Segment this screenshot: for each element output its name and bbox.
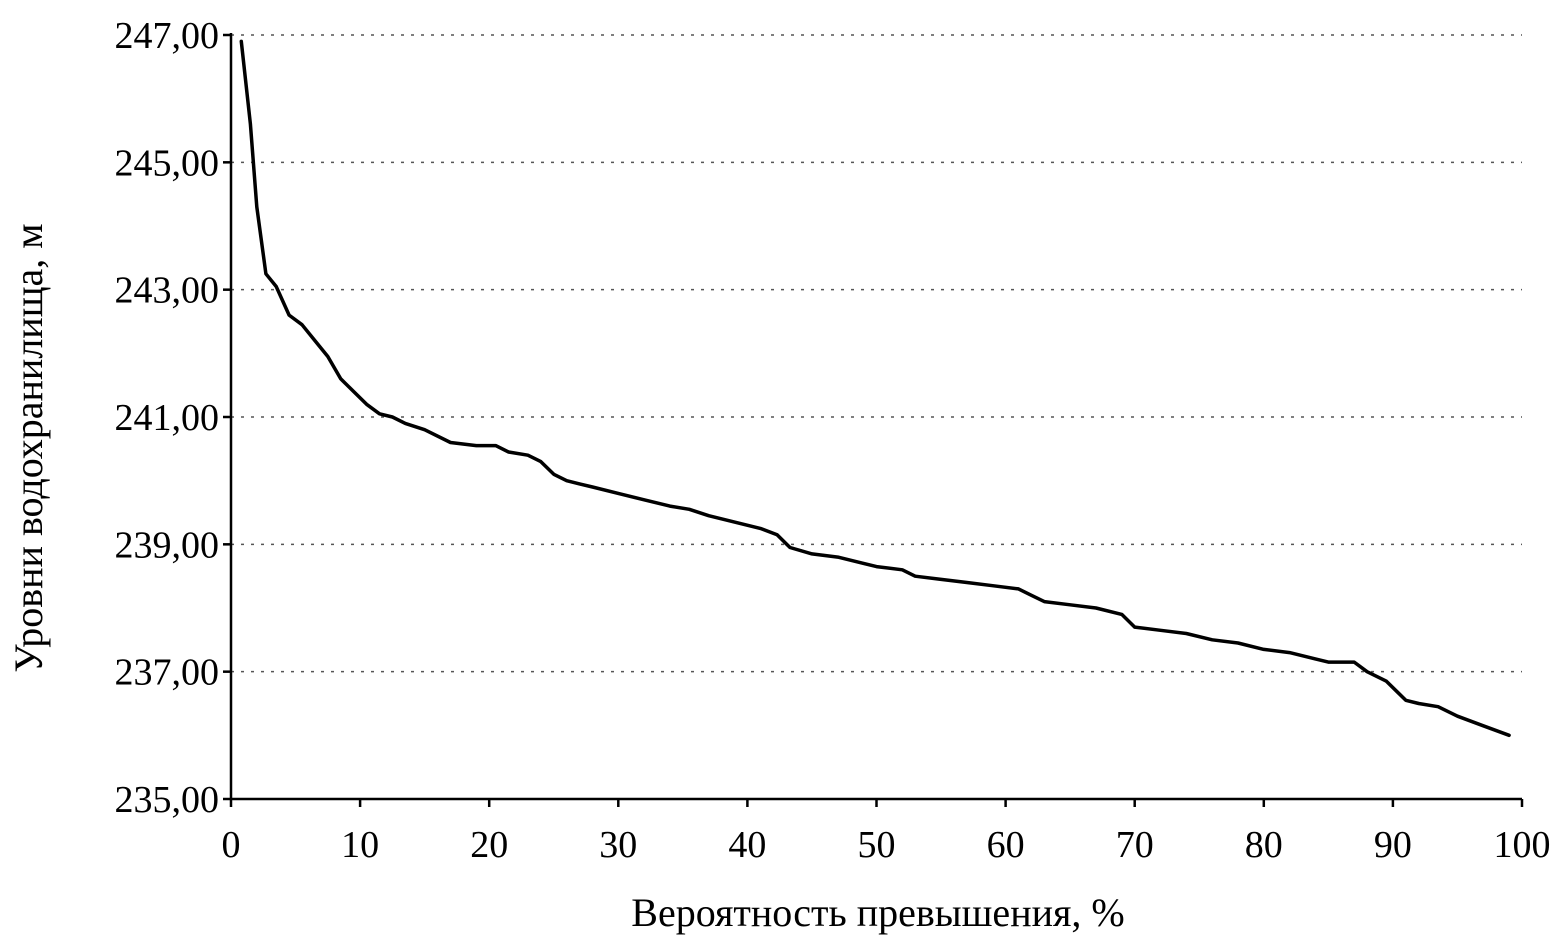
y-tick-label: 237,00 — [115, 652, 220, 694]
y-tick-label: 245,00 — [115, 142, 220, 184]
x-tick-label: 30 — [599, 824, 637, 866]
gridlines — [231, 34, 1522, 673]
x-tick-label: 10 — [341, 824, 379, 866]
y-axis-title: Уровни водохранилища, м — [6, 223, 51, 672]
y-tick-label: 241,00 — [115, 397, 220, 439]
x-tick-label: 20 — [470, 824, 508, 866]
y-tick-label: 235,00 — [115, 779, 220, 821]
tick-marks — [223, 33, 1524, 807]
y-tick-label: 239,00 — [115, 524, 220, 566]
y-tick-label: 247,00 — [115, 15, 220, 57]
axes — [229, 33, 1522, 801]
x-tick-labels: 0 10 20 30 40 50 60 70 80 90 100 — [222, 824, 1551, 866]
x-tick-label: 50 — [858, 824, 896, 866]
y-tick-label: 243,00 — [115, 270, 220, 312]
x-axis-title: Вероятность превышения, % — [631, 890, 1124, 935]
y-tick-labels: 235,00 237,00 239,00 241,00 243,00 245,00 247,… — [115, 15, 220, 821]
x-tick-label: 60 — [987, 824, 1025, 866]
x-tick-label: 90 — [1374, 824, 1412, 866]
x-tick-label: 0 — [222, 824, 241, 866]
x-tick-label: 80 — [1245, 824, 1283, 866]
x-tick-label: 100 — [1494, 824, 1551, 866]
x-tick-label: 40 — [728, 824, 766, 866]
x-tick-label: 70 — [1116, 824, 1154, 866]
series-line — [239, 39, 1511, 738]
